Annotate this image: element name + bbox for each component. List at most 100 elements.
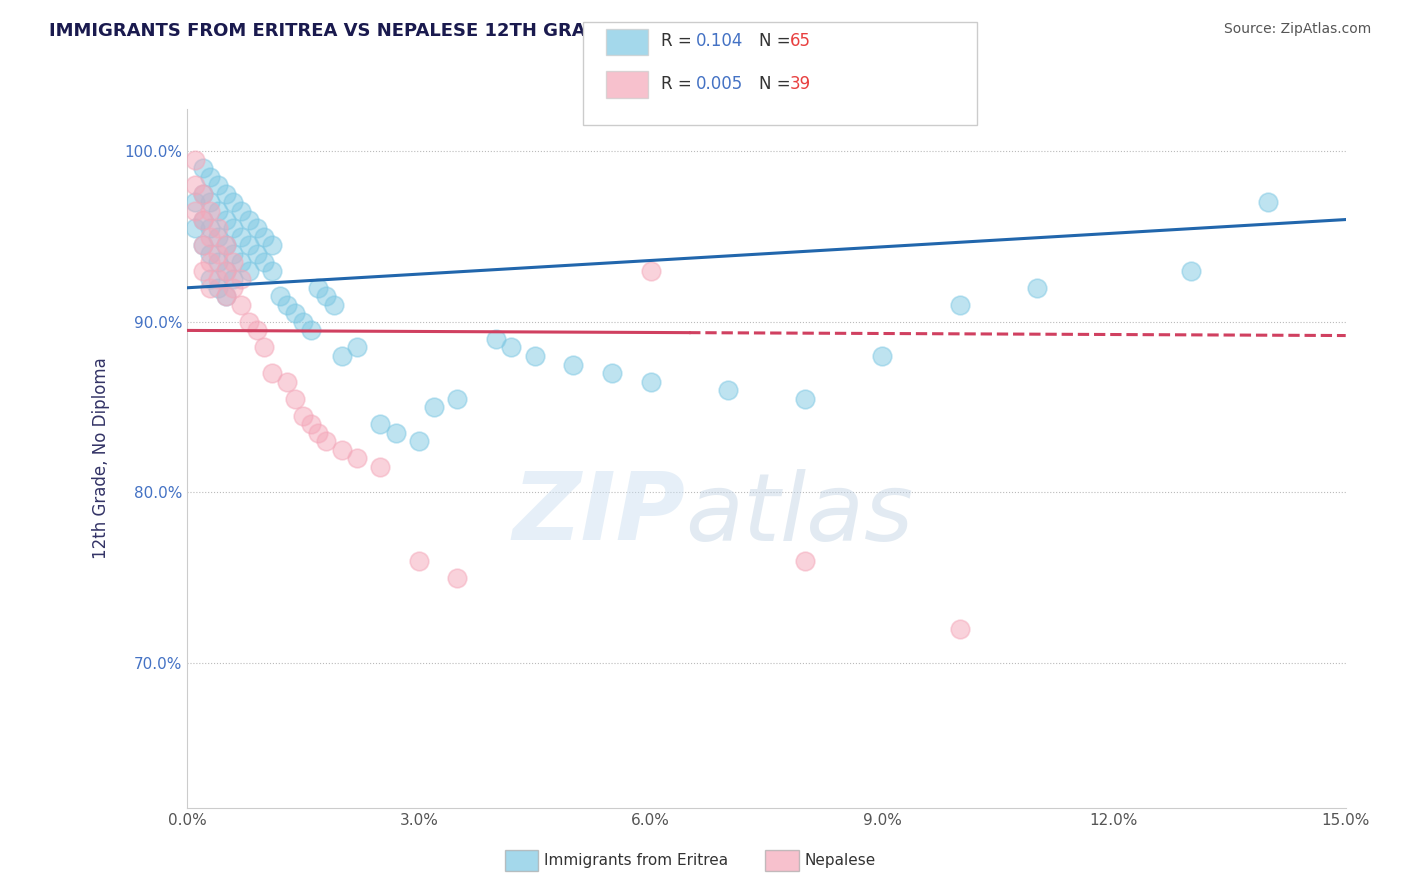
Point xyxy=(215,289,238,303)
Text: N =: N = xyxy=(759,75,796,93)
Point xyxy=(215,263,238,277)
Point xyxy=(299,323,322,337)
Point xyxy=(222,246,245,260)
Point xyxy=(260,263,283,277)
Point xyxy=(215,289,238,303)
Point xyxy=(346,451,368,466)
Point xyxy=(260,238,283,252)
Point xyxy=(253,229,276,244)
Point xyxy=(276,375,298,389)
Point xyxy=(238,212,260,227)
Point xyxy=(346,341,368,355)
Text: R =: R = xyxy=(661,32,697,50)
Text: R =: R = xyxy=(661,75,697,93)
Point xyxy=(207,281,229,295)
Point xyxy=(640,263,662,277)
Point xyxy=(600,366,623,380)
Point xyxy=(794,392,817,406)
Point xyxy=(315,434,337,449)
Point xyxy=(191,161,214,176)
Point xyxy=(215,238,238,252)
Point xyxy=(215,212,238,227)
Point xyxy=(191,238,214,252)
Point xyxy=(207,272,229,286)
Point xyxy=(184,153,207,167)
Point xyxy=(501,341,523,355)
Point xyxy=(794,554,817,568)
Point xyxy=(191,212,214,227)
Point xyxy=(253,255,276,269)
Point xyxy=(200,169,222,184)
Point xyxy=(200,204,222,219)
Point xyxy=(191,263,214,277)
Text: atlas: atlas xyxy=(685,469,914,560)
Point xyxy=(200,281,222,295)
Point xyxy=(222,255,245,269)
Point xyxy=(184,178,207,193)
Point xyxy=(322,298,344,312)
Point xyxy=(485,332,508,346)
Point xyxy=(231,255,253,269)
Point xyxy=(408,434,430,449)
Point xyxy=(523,349,546,363)
Point xyxy=(1180,263,1202,277)
Point xyxy=(1257,195,1279,210)
Point xyxy=(260,366,283,380)
Text: 39: 39 xyxy=(790,75,811,93)
Point xyxy=(215,186,238,201)
Point xyxy=(299,417,322,432)
Point xyxy=(872,349,894,363)
Point xyxy=(222,281,245,295)
Point xyxy=(207,246,229,260)
Point xyxy=(330,442,353,457)
Point xyxy=(200,246,222,260)
Point xyxy=(246,221,269,235)
Point xyxy=(408,554,430,568)
Point xyxy=(368,459,391,474)
Point xyxy=(200,272,222,286)
Point xyxy=(238,263,260,277)
Point xyxy=(231,204,253,219)
Point xyxy=(269,289,291,303)
Point xyxy=(276,298,298,312)
Point xyxy=(315,289,337,303)
Point xyxy=(330,349,353,363)
Point xyxy=(207,255,229,269)
Point xyxy=(184,195,207,210)
Point xyxy=(423,400,446,414)
Point xyxy=(184,221,207,235)
Point xyxy=(1025,281,1047,295)
Point xyxy=(238,315,260,329)
Point xyxy=(368,417,391,432)
Text: Immigrants from Eritrea: Immigrants from Eritrea xyxy=(544,854,728,868)
Point xyxy=(562,358,585,372)
Point xyxy=(231,298,253,312)
Point xyxy=(184,204,207,219)
Point xyxy=(246,323,269,337)
Point xyxy=(446,571,468,585)
Point xyxy=(191,238,214,252)
Text: 65: 65 xyxy=(790,32,811,50)
Point xyxy=(207,178,229,193)
Text: 0.005: 0.005 xyxy=(696,75,744,93)
Point xyxy=(215,263,238,277)
Point xyxy=(191,212,214,227)
Point xyxy=(238,238,260,252)
Point xyxy=(222,272,245,286)
Point xyxy=(717,383,740,397)
Point xyxy=(231,229,253,244)
Point xyxy=(222,221,245,235)
Point xyxy=(200,221,222,235)
Point xyxy=(291,409,314,423)
Point xyxy=(215,238,238,252)
Point xyxy=(948,622,970,636)
Point xyxy=(246,246,269,260)
Point xyxy=(222,195,245,210)
Point xyxy=(231,272,253,286)
Point xyxy=(384,425,406,440)
Text: Nepalese: Nepalese xyxy=(804,854,876,868)
Point xyxy=(307,425,329,440)
Point xyxy=(191,186,214,201)
Point xyxy=(284,392,307,406)
Y-axis label: 12th Grade, No Diploma: 12th Grade, No Diploma xyxy=(93,358,110,559)
